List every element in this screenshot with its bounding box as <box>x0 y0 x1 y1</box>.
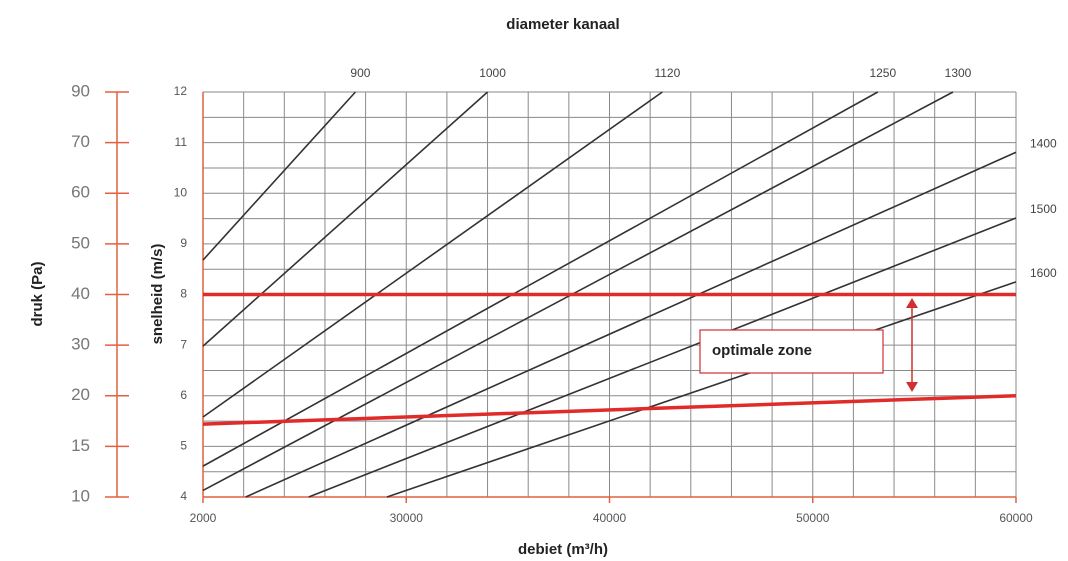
limit-line <box>202 394 1017 426</box>
diameter-line <box>202 91 489 347</box>
annotation-box <box>699 329 884 374</box>
x-tick-label: 2000 <box>190 511 217 525</box>
y2-tick-label: 20 <box>71 385 90 404</box>
diameter-line <box>202 91 879 467</box>
series-label: 1400 <box>1030 136 1057 150</box>
y-tick-label: 12 <box>174 84 188 98</box>
y-axis-label: snelheid (m/s) <box>149 244 166 345</box>
annotation: optimale zone <box>712 342 812 359</box>
diameter-line <box>202 91 663 418</box>
series-label: 900 <box>350 66 370 80</box>
x-tick-label: 30000 <box>390 511 424 525</box>
diameter-line <box>202 91 954 492</box>
y-tick-label: 5 <box>180 439 187 453</box>
y-tick-label: 8 <box>180 287 187 301</box>
y-tick-label: 11 <box>175 135 188 149</box>
y2-tick-label: 70 <box>71 132 90 151</box>
y-tick-label: 10 <box>174 185 188 199</box>
y2-axis-label: druk (Pa) <box>29 261 46 326</box>
x-tick-label: 40000 <box>593 511 627 525</box>
diameter-line <box>202 91 357 261</box>
y-tick-label: 7 <box>180 337 187 351</box>
series-label: 1600 <box>1030 266 1057 280</box>
y2-tick-label: 10 <box>71 486 90 505</box>
y-tick-label: 6 <box>180 388 187 402</box>
arrow-head <box>906 382 918 392</box>
diameter-line <box>308 217 1017 498</box>
y2-tick-label: 30 <box>71 335 90 354</box>
diameter-line <box>245 151 1017 498</box>
x-tick-label: 60000 <box>999 511 1033 525</box>
y2-tick-label: 15 <box>71 436 90 455</box>
series-label: 1300 <box>945 66 972 80</box>
diameter-line <box>386 281 1017 498</box>
y2-tick-label: 60 <box>71 183 90 202</box>
x-tick-label: 50000 <box>796 511 830 525</box>
y2-tick-label: 90 <box>71 81 90 100</box>
series-label: 1000 <box>479 66 506 80</box>
y2-tick-label: 50 <box>71 233 90 252</box>
series-label: 1120 <box>654 66 680 80</box>
y2-tick-label: 40 <box>71 284 90 303</box>
y-tick-label: 4 <box>180 489 187 503</box>
series-label: 1250 <box>869 66 896 80</box>
y-tick-label: 9 <box>180 236 187 250</box>
series-label: 1500 <box>1030 202 1057 216</box>
chart-title: diameter kanaal <box>506 16 619 33</box>
arrow-head <box>906 298 918 308</box>
x-axis-label: debiet (m³/h) <box>518 541 608 558</box>
